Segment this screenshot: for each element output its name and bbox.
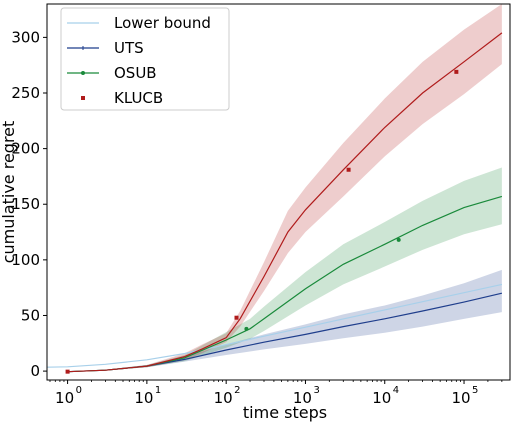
x-tick-label: 10 — [134, 389, 153, 407]
klucb-marker — [454, 69, 459, 74]
klucb-marker — [346, 167, 351, 172]
x-axis-label: time steps — [243, 403, 327, 422]
legend-marker-klucb — [81, 96, 85, 100]
legend-label-klucb: KLUCB — [114, 89, 163, 107]
y-tick-label: 50 — [21, 306, 40, 324]
y-tick-label: 200 — [11, 140, 40, 158]
klucb-marker — [234, 315, 239, 320]
y-tick-label: 150 — [11, 195, 40, 213]
klucb-marker — [65, 369, 70, 374]
klucb-confidence-band — [67, 4, 502, 372]
uts-confidence-band — [67, 269, 502, 372]
legend-box — [60, 7, 230, 111]
x-tick-label: 10 — [214, 389, 233, 407]
x-tick-label: 10 — [372, 389, 391, 407]
legend-label-uts: UTS — [114, 39, 144, 57]
y-tick-label: 250 — [11, 84, 40, 102]
klucb-line — [67, 32, 503, 373]
x-tick-label: 10 — [55, 389, 74, 407]
x-tick-label: 10 — [293, 389, 312, 407]
y-axis-ticks: 0 50 100 150 200 250 300 — [11, 28, 47, 380]
legend-label-lower-bound: Lower bound — [114, 14, 211, 32]
x-axis-ticks: 10 0 10 1 10 2 10 3 10 4 10 5 — [49, 380, 503, 407]
x-tick-exponent: 4 — [393, 385, 399, 396]
lower-bound-line — [46, 283, 503, 368]
series-lines — [46, 32, 503, 373]
osub-confidence-band — [67, 167, 502, 372]
y-tick-label: 0 — [30, 362, 40, 380]
x-tick-label: 10 — [451, 389, 470, 407]
x-tick-exponent: 5 — [472, 385, 478, 396]
osub-marker — [244, 326, 249, 331]
legend-label-osub: OSUB — [114, 64, 157, 82]
series-markers — [65, 69, 459, 374]
plot-frame — [46, 3, 511, 381]
confidence-bands — [67, 4, 502, 372]
x-tick-exponent: 2 — [234, 385, 240, 396]
legend: Lower bound UTS OSUB KLUCB — [60, 7, 230, 111]
y-axis-label: cumulative regret — [0, 121, 18, 264]
x-tick-exponent: 1 — [155, 385, 161, 396]
legend-marker-osub — [81, 71, 85, 75]
y-tick-label: 100 — [11, 251, 40, 269]
x-tick-exponent: 0 — [76, 385, 82, 396]
y-tick-label: 300 — [11, 28, 40, 46]
osub-marker — [396, 237, 401, 242]
x-tick-exponent: 3 — [313, 385, 319, 396]
